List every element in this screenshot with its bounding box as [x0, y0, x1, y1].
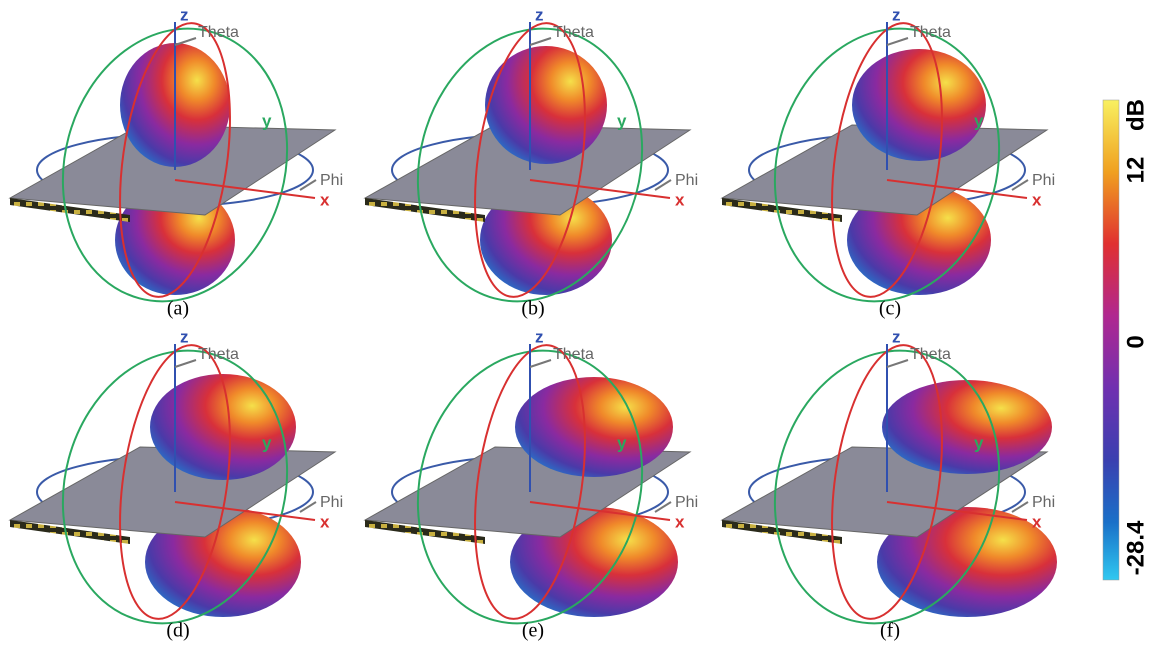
- phi-label: Phi: [1032, 172, 1055, 189]
- caption: (e): [522, 620, 544, 642]
- colorbar: [1103, 100, 1119, 580]
- caption: (c): [879, 298, 901, 320]
- lobe-upper: [515, 377, 673, 477]
- theta-label: Theta: [198, 346, 239, 363]
- y-label: y: [262, 111, 272, 130]
- z-label: z: [180, 327, 189, 346]
- lobe-upper: [852, 49, 986, 161]
- colorbar-tick: 0: [1122, 335, 1149, 348]
- y-label: y: [974, 111, 984, 130]
- theta-label: Theta: [553, 346, 594, 363]
- z-label: z: [535, 5, 544, 24]
- theta-label: Theta: [910, 24, 951, 41]
- x-label: x: [320, 190, 330, 209]
- caption: (a): [167, 298, 189, 320]
- caption: (b): [521, 298, 544, 320]
- theta-arrow: [175, 360, 196, 367]
- caption: (d): [166, 620, 189, 642]
- caption: (f): [880, 620, 900, 642]
- x-label: x: [675, 512, 685, 531]
- z-label: z: [180, 5, 189, 24]
- phi-label: Phi: [675, 494, 698, 511]
- x-label: x: [320, 512, 330, 531]
- x-label: x: [1032, 190, 1042, 209]
- colorbar-tick: 12: [1122, 157, 1149, 184]
- theta-arrow: [530, 38, 551, 45]
- x-label: x: [675, 190, 685, 209]
- figure: dB 12 0 -28.4 zThetayPhix(a)zThetayPhix(…: [0, 0, 1155, 646]
- lobe-upper: [150, 374, 296, 480]
- y-label: y: [974, 433, 984, 452]
- phi-label: Phi: [320, 172, 343, 189]
- y-label: y: [262, 433, 272, 452]
- theta-label: Theta: [910, 346, 951, 363]
- z-label: z: [892, 5, 901, 24]
- x-label: x: [1032, 512, 1042, 531]
- y-label: y: [617, 111, 627, 130]
- phi-label: Phi: [675, 172, 698, 189]
- phi-label: Phi: [1032, 494, 1055, 511]
- z-label: z: [535, 327, 544, 346]
- theta-arrow: [175, 38, 196, 45]
- colorbar-tick: -28.4: [1122, 520, 1149, 575]
- y-label: y: [617, 433, 627, 452]
- theta-arrow: [887, 38, 908, 45]
- theta-label: Theta: [553, 24, 594, 41]
- theta-label: Theta: [198, 24, 239, 41]
- lobe-upper: [882, 380, 1052, 474]
- theta-arrow: [530, 360, 551, 367]
- colorbar-unit: dB: [1122, 99, 1149, 131]
- phi-label: Phi: [320, 494, 343, 511]
- z-label: z: [892, 327, 901, 346]
- theta-arrow: [887, 360, 908, 367]
